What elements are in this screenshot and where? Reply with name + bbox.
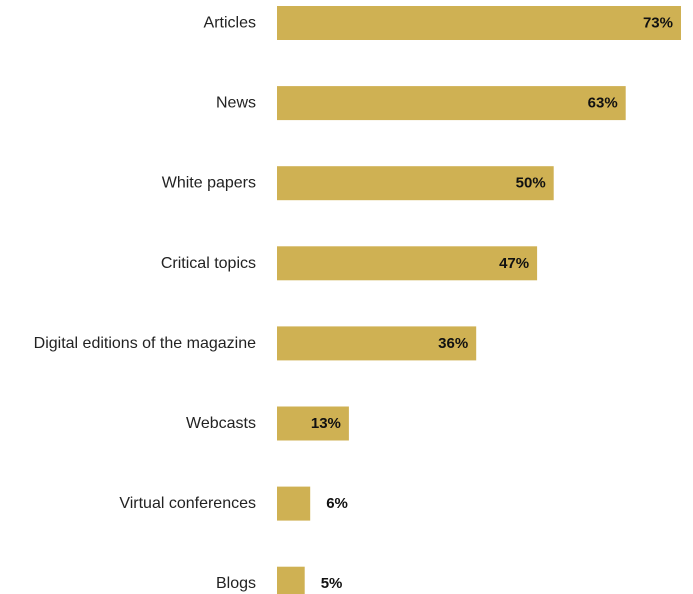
category-label-blogs: Blogs <box>216 575 256 592</box>
bar-webcasts <box>277 406 349 441</box>
bar-blogs <box>277 566 305 594</box>
value-label-articles: 73% <box>643 15 673 32</box>
bar-news <box>277 86 626 121</box>
bar-digital-editions-of-the-magazine <box>277 326 477 361</box>
value-label-digital-editions-of-the-magazine: 36% <box>438 335 468 352</box>
category-label-webcasts: Webcasts <box>186 415 256 432</box>
value-label-white-papers: 50% <box>516 175 546 192</box>
value-label-blogs: 5% <box>321 575 343 592</box>
category-label-digital-editions-of-the-magazine: Digital editions of the magazine <box>34 335 256 352</box>
bar-virtual-conferences <box>277 486 311 521</box>
value-labels-group: 73% 63% 50% 47% 36% 13% 6% 5% <box>311 15 673 593</box>
bars-group <box>277 6 681 594</box>
value-label-critical-topics: 47% <box>499 255 529 272</box>
category-label-articles: Articles <box>204 15 256 32</box>
bar-articles <box>277 6 681 40</box>
category-labels-group: Articles News White papers Critical topics D… <box>34 15 256 593</box>
value-label-webcasts: 13% <box>311 415 341 432</box>
category-label-news: News <box>216 95 256 112</box>
value-label-news: 63% <box>588 95 618 112</box>
category-label-critical-topics: Critical topics <box>161 255 256 272</box>
bar-critical-topics <box>277 246 538 281</box>
category-label-white-papers: White papers <box>162 175 256 192</box>
category-label-virtual-conferences: Virtual conferences <box>119 495 256 512</box>
value-label-virtual-conferences: 6% <box>326 495 348 512</box>
bar-white-papers <box>277 166 554 201</box>
